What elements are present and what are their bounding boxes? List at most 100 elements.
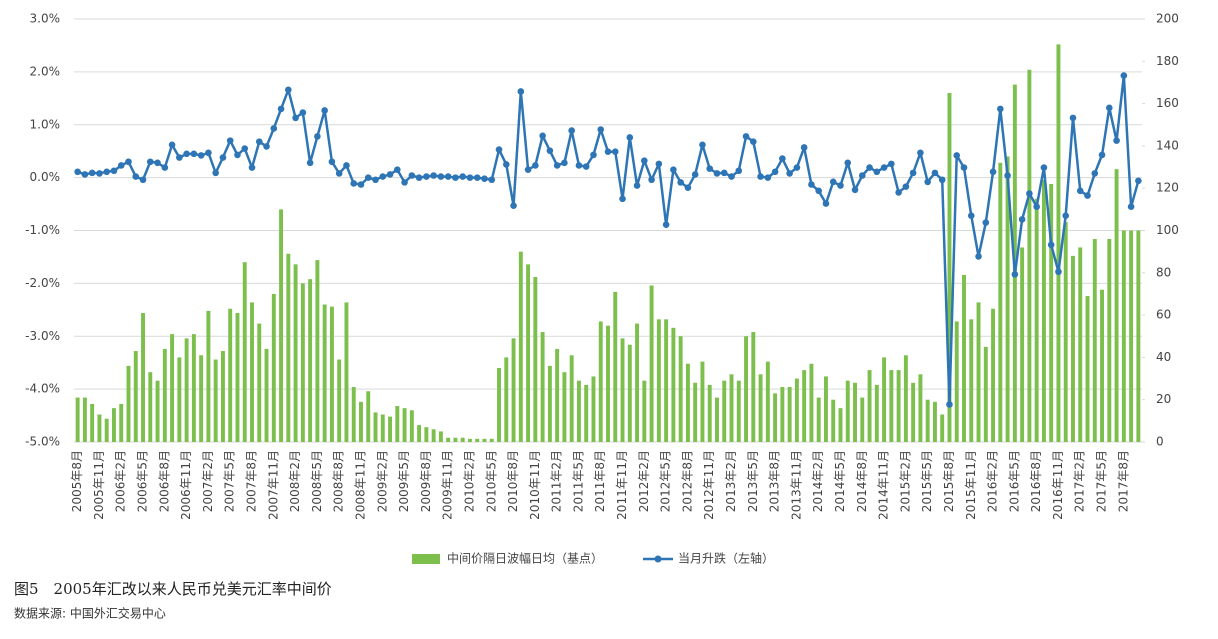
bar: [896, 370, 901, 442]
bar: [693, 382, 698, 442]
bar: [286, 253, 291, 442]
legend-label: 当月升跌（左轴）: [678, 551, 774, 566]
line-marker: [277, 105, 285, 113]
y2-tick-label: 80: [1156, 265, 1171, 279]
line-marker: [706, 165, 714, 172]
line-marker: [1004, 172, 1011, 179]
line-marker: [132, 173, 140, 180]
x-tick-label: 2012年2月: [637, 450, 651, 512]
bar: [177, 357, 182, 442]
x-tick-label: 2015年8月: [942, 450, 956, 512]
bar: [715, 397, 719, 442]
line-marker: [808, 181, 815, 188]
caption: 图5 2005年汇改以来人民币兑美元汇率中间价: [14, 580, 332, 598]
x-tick-label: 2017年8月: [1116, 450, 1130, 512]
bar: [170, 334, 175, 442]
line-marker: [117, 162, 125, 169]
bar: [918, 374, 923, 442]
line-marker: [713, 170, 721, 177]
line-marker: [997, 105, 1004, 113]
line-marker: [1018, 216, 1026, 223]
bar: [148, 372, 153, 442]
bar: [250, 302, 254, 442]
bar: [526, 264, 531, 442]
x-tick-label: 2013年11月: [789, 450, 803, 520]
line-marker: [822, 200, 830, 207]
line-marker: [1011, 271, 1019, 278]
x-tick-label: 2010年8月: [506, 450, 520, 512]
x-tick-label: 2010年2月: [462, 450, 476, 512]
line-marker: [168, 141, 176, 149]
bar: [329, 306, 334, 442]
bar: [1107, 238, 1112, 442]
line-marker: [866, 164, 873, 171]
line-marker: [611, 148, 619, 156]
line-marker: [917, 149, 924, 157]
line-marker: [888, 160, 895, 168]
line-marker: [459, 173, 466, 180]
bar: [337, 359, 342, 442]
line-marker: [851, 186, 859, 194]
line-marker: [1106, 104, 1113, 112]
bar: [736, 380, 741, 442]
line-marker: [219, 154, 227, 161]
bar: [867, 370, 872, 442]
line-marker: [750, 138, 757, 145]
bar: [1071, 255, 1075, 442]
bar: [446, 437, 451, 442]
bar: [475, 438, 480, 442]
line-marker: [1055, 268, 1062, 276]
bar: [228, 308, 233, 442]
x-tick-label: 2008年5月: [310, 450, 324, 512]
legend-label: 中间价隔日波幅日均（基点）: [447, 551, 603, 566]
line-marker: [183, 150, 190, 158]
bar: [1020, 247, 1025, 442]
bar: [1136, 230, 1141, 442]
x-tick-label: 2009年11月: [441, 450, 455, 520]
bar: [874, 384, 879, 442]
y2-tick-label: 20: [1156, 392, 1171, 406]
line-marker: [742, 133, 750, 140]
line-marker: [691, 171, 699, 178]
bar: [882, 357, 887, 442]
line-marker: [1084, 192, 1091, 199]
bar: [940, 414, 945, 442]
bar: [97, 414, 102, 442]
y2-tick-label: 0: [1156, 435, 1164, 449]
bar: [213, 359, 218, 442]
y-tick-label: -5.0%: [25, 435, 60, 449]
x-tick-label: 2009年8月: [419, 450, 433, 512]
line-marker: [394, 166, 401, 173]
line-marker: [96, 170, 103, 177]
bar: [257, 323, 262, 442]
line-marker: [335, 170, 343, 177]
x-tick-label: 2011年2月: [550, 450, 564, 512]
line-marker: [568, 127, 575, 134]
line-marker: [677, 179, 684, 186]
line-marker: [328, 158, 336, 166]
legend-swatch: [412, 554, 440, 564]
line-marker: [176, 154, 183, 161]
bar: [497, 367, 501, 442]
line-marker: [532, 162, 539, 169]
bar: [482, 438, 487, 442]
x-tick-label: 2009年2月: [375, 450, 389, 512]
bar: [409, 410, 414, 442]
y2-tick-label: 60: [1156, 308, 1171, 322]
x-tick-label: 2005年8月: [70, 450, 84, 512]
bar: [744, 336, 749, 442]
x-tick-label: 2006年8月: [157, 450, 171, 512]
y-tick-label: -3.0%: [25, 329, 60, 343]
bar: [911, 382, 916, 442]
bar: [816, 397, 821, 442]
bar: [780, 387, 785, 442]
x-tick-label: 2011年11月: [615, 450, 629, 520]
line-marker: [575, 162, 583, 169]
x-tick-label: 2016年5月: [1007, 450, 1021, 512]
line-marker: [757, 173, 764, 180]
bar: [279, 209, 284, 442]
bar: [925, 399, 930, 442]
bar: [1085, 296, 1090, 442]
y2-tick-label: 180: [1156, 54, 1179, 68]
line-marker: [546, 147, 554, 154]
